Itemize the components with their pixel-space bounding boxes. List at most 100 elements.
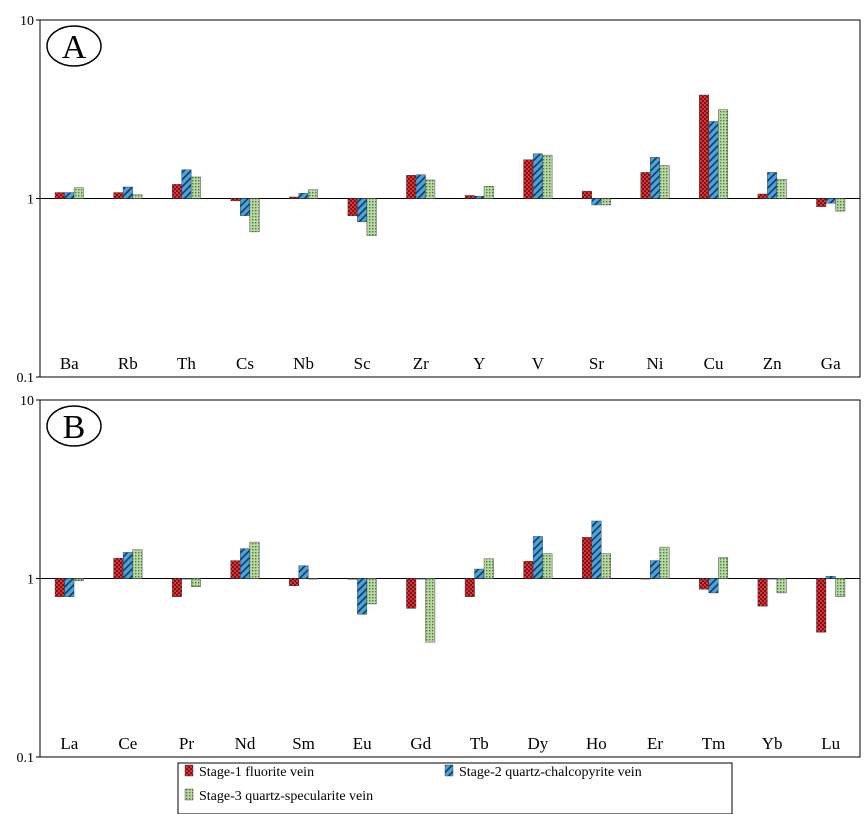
bar-zn-stage-2 xyxy=(767,172,778,199)
bar-v-stage-1 xyxy=(523,159,534,199)
bar-la-stage-3 xyxy=(73,578,84,582)
bar-cs-stage-1 xyxy=(230,198,241,202)
category-label: Th xyxy=(177,354,196,373)
bar-ce-stage-3 xyxy=(132,549,143,579)
bar-ga-stage-1 xyxy=(816,198,827,207)
bar-ni-stage-3 xyxy=(659,165,670,199)
bar-cs-stage-3 xyxy=(249,198,260,233)
bar-ba-stage-2 xyxy=(64,192,75,199)
bar-lu-stage-2 xyxy=(825,576,836,579)
bar-pr-stage-2 xyxy=(181,578,192,580)
bar-ga-stage-2 xyxy=(825,198,836,204)
category-label: Gd xyxy=(410,734,431,753)
category-label: Cs xyxy=(236,354,254,373)
y-tick-label: 0.1 xyxy=(17,751,35,766)
bar-cu-stage-3 xyxy=(718,109,729,199)
category-label: Ba xyxy=(60,354,79,373)
bar-pr-stage-1 xyxy=(171,578,182,597)
category-label: Lu xyxy=(821,734,840,753)
bar-eu-stage-2 xyxy=(357,578,368,615)
bar-eu-stage-1 xyxy=(347,578,358,580)
y-tick-label: 0.1 xyxy=(17,371,35,386)
bar-er-stage-2 xyxy=(650,560,660,579)
category-label: Sr xyxy=(589,354,604,373)
bar-sc-stage-3 xyxy=(366,198,377,236)
bar-yb-stage-3 xyxy=(776,578,787,594)
category-label: Zr xyxy=(413,354,429,373)
category-label: Ga xyxy=(821,354,841,373)
legend-label-stage-2: Stage-2 quartz-chalcopyrite vein xyxy=(459,765,642,780)
category-label: Zn xyxy=(763,354,782,373)
bar-sm-stage-2 xyxy=(298,565,309,579)
bar-zr-stage-3 xyxy=(425,179,436,199)
bar-tb-stage-1 xyxy=(464,578,475,597)
bar-nb-stage-3 xyxy=(308,189,319,199)
bar-ga-stage-3 xyxy=(835,198,846,212)
bar-ce-stage-2 xyxy=(122,552,133,579)
bar-dy-stage-2 xyxy=(532,536,543,579)
bar-sr-stage-3 xyxy=(600,198,611,206)
bar-zr-stage-1 xyxy=(406,175,417,199)
legend-swatch-stage-2 xyxy=(444,764,454,777)
bar-lu-stage-1 xyxy=(816,578,827,633)
bar-nd-stage-1 xyxy=(230,560,241,579)
bar-ce-stage-1 xyxy=(113,557,124,579)
category-label: Ho xyxy=(586,734,607,753)
category-label: Y xyxy=(473,354,485,373)
bar-nb-stage-2 xyxy=(298,193,309,199)
bar-v-stage-3 xyxy=(542,154,553,199)
bar-zr-stage-2 xyxy=(415,174,426,199)
bar-nd-stage-2 xyxy=(240,548,250,579)
bar-sc-stage-1 xyxy=(347,198,358,216)
y-tick-label: 1 xyxy=(27,573,34,588)
category-label: Pr xyxy=(179,734,194,753)
category-label: V xyxy=(532,354,545,373)
legend-swatch-stage-3 xyxy=(184,788,194,801)
legend-label-stage-1: Stage-1 fluorite vein xyxy=(199,765,314,780)
category-label: Sc xyxy=(354,354,371,373)
bar-cs-stage-2 xyxy=(240,198,250,216)
panel-a: 10 1 0.1 A Ba Rb Th Cs Nb Sc Zr Y V Sr Ni Cu Zn Ga xyxy=(17,14,861,386)
bar-zn-stage-1 xyxy=(757,193,768,199)
bar-tb-stage-3 xyxy=(483,558,494,579)
bar-ni-stage-1 xyxy=(640,172,651,199)
bar-yb-stage-2 xyxy=(767,578,778,580)
bar-ni-stage-2 xyxy=(650,157,660,199)
bar-ho-stage-1 xyxy=(581,537,592,579)
category-label: Eu xyxy=(353,734,372,753)
bar-tm-stage-2 xyxy=(708,578,719,594)
category-label: Dy xyxy=(527,734,548,753)
panel-label-circle xyxy=(46,25,102,67)
bar-gd-stage-3 xyxy=(425,578,436,643)
bar-ba-stage-3 xyxy=(73,187,84,199)
legend-swatch-stage-1 xyxy=(184,764,194,777)
bar-tm-stage-3 xyxy=(718,557,729,579)
bar-yb-stage-1 xyxy=(757,578,768,607)
category-label: La xyxy=(60,734,78,753)
bar-ba-stage-1 xyxy=(54,192,65,199)
bar-y-stage-1 xyxy=(464,195,475,199)
bar-rb-stage-3 xyxy=(132,194,143,199)
bar-eu-stage-3 xyxy=(366,578,377,605)
bar-la-stage-1 xyxy=(54,578,65,597)
legend-box xyxy=(177,762,733,814)
bar-tm-stage-1 xyxy=(699,578,710,590)
bar-cu-stage-2 xyxy=(708,121,719,199)
panel-label: B xyxy=(63,409,86,446)
bar-rb-stage-1 xyxy=(113,192,124,199)
panel-label-circle xyxy=(46,405,102,447)
bar-v-stage-2 xyxy=(532,153,543,199)
category-label: Nb xyxy=(293,354,314,373)
category-label: Tb xyxy=(470,734,489,753)
bar-sm-stage-3 xyxy=(308,578,319,580)
bar-th-stage-1 xyxy=(171,184,182,199)
bar-y-stage-3 xyxy=(483,186,494,199)
bar-y-stage-2 xyxy=(474,196,485,199)
bar-sr-stage-1 xyxy=(581,190,592,199)
bar-dy-stage-3 xyxy=(542,553,553,579)
bar-sr-stage-2 xyxy=(591,198,602,206)
bar-nb-stage-1 xyxy=(289,196,300,199)
bar-sc-stage-2 xyxy=(357,198,368,223)
y-tick-label: 1 xyxy=(27,193,34,208)
